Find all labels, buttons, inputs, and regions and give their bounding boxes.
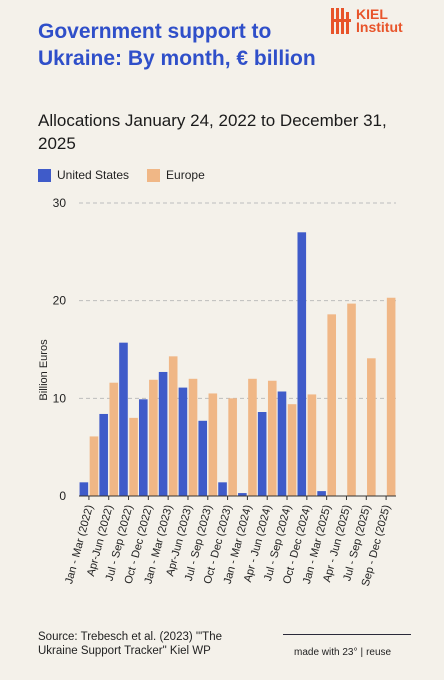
bar-united-states[interactable] — [297, 232, 307, 497]
bar-europe[interactable] — [267, 380, 277, 496]
bar-chart: 0 10 20 30 Billion Euros Jan - Mar (2022)Ap… — [38, 196, 396, 588]
y-axis-ticks: 0 10 20 30 — [53, 196, 67, 503]
bar-europe[interactable] — [307, 394, 317, 496]
bar-united-states[interactable] — [138, 399, 148, 496]
chart-legend: United States Europe — [38, 168, 223, 182]
kiel-institut-logo[interactable]: KIEL Institut — [331, 6, 426, 42]
bar-united-states[interactable] — [218, 482, 227, 496]
legend-item-united-states[interactable]: United States — [38, 168, 129, 182]
y-tick-label: 0 — [59, 489, 66, 503]
chart-title: Government support to Ukraine: By month,… — [38, 20, 316, 70]
chart-subtitle: Allocations January 24, 2022 to December… — [38, 111, 387, 153]
y-tick-label: 20 — [53, 294, 67, 308]
bar-united-states[interactable] — [79, 482, 89, 496]
y-tick-label: 10 — [53, 391, 67, 405]
bar-europe[interactable] — [228, 398, 237, 496]
legend-swatch-united-states — [38, 168, 51, 182]
bar-europe[interactable] — [208, 393, 218, 496]
y-axis-label: Billion Euros — [38, 339, 50, 401]
legend-label-united-states: United States — [57, 168, 130, 182]
bar-europe[interactable] — [386, 297, 396, 496]
bar-united-states[interactable] — [277, 391, 287, 496]
bar-united-states[interactable] — [238, 493, 247, 496]
bar-united-states[interactable] — [119, 342, 128, 496]
legend-item-europe[interactable]: Europe — [147, 168, 205, 182]
bar-europe[interactable] — [109, 382, 119, 496]
bar-europe[interactable] — [347, 303, 356, 496]
logo-line1: KIEL — [356, 6, 388, 22]
gridlines — [79, 202, 396, 399]
legend-label-europe: Europe — [166, 168, 205, 182]
bar-europe[interactable] — [327, 314, 337, 496]
bar-europe[interactable] — [248, 378, 257, 496]
footer-separator: | — [360, 647, 364, 658]
logo-line2: Institut — [356, 19, 403, 35]
bar-united-states[interactable] — [99, 413, 108, 496]
bar-united-states[interactable] — [158, 371, 168, 496]
made-with-link[interactable]: made with 23° — [294, 647, 358, 658]
y-tick-label: 30 — [53, 196, 67, 210]
bar-europe[interactable] — [287, 404, 297, 496]
bar-united-states[interactable] — [257, 412, 267, 496]
source-note: Source: Trebesch et al. (2023) '"The Ukr… — [38, 631, 222, 657]
x-axis-ticks: Jan - Mar (2022)Apr-Jun (2022)Jul - Sep … — [63, 496, 393, 588]
bar-united-states[interactable] — [198, 420, 208, 496]
reuse-link[interactable]: reuse — [366, 647, 392, 658]
bar-united-states[interactable] — [178, 387, 188, 496]
legend-swatch-europe — [147, 168, 161, 182]
bar-united-states[interactable] — [317, 491, 326, 496]
bar-europe[interactable] — [89, 436, 99, 496]
bar-europe[interactable] — [129, 417, 138, 496]
footer-divider — [283, 634, 411, 635]
kiel-logo-icon — [331, 8, 351, 34]
bar-europe[interactable] — [149, 379, 158, 496]
bars — [79, 232, 396, 497]
bar-europe[interactable] — [168, 356, 178, 496]
bar-europe[interactable] — [367, 358, 376, 496]
bar-europe[interactable] — [188, 378, 198, 496]
footer-credit: made with 23° | reuse — [294, 647, 391, 658]
